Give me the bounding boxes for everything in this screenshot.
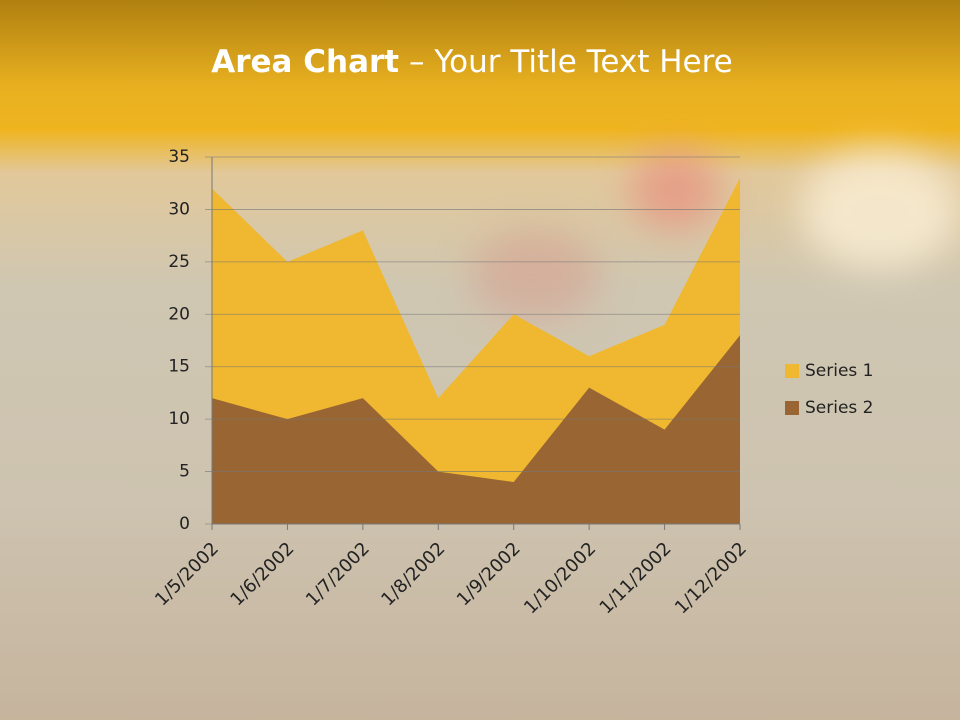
y-tick-label: 5: [179, 462, 190, 482]
slide-title: Area Chart – Your Title Text Here: [211, 44, 732, 80]
x-tick-label: 1/9/2002: [453, 538, 525, 610]
x-tick-label: 1/6/2002: [226, 538, 298, 610]
bokeh: [630, 150, 720, 230]
area: [212, 335, 740, 524]
y-tick-label: 30: [168, 199, 190, 219]
y-tick-label: 20: [168, 304, 190, 324]
title-rest: – Your Title Text Here: [409, 44, 733, 80]
title-bold: Area Chart: [211, 44, 399, 80]
legend-label: Series 1: [805, 361, 874, 381]
y-tick-label: 15: [168, 357, 190, 377]
x-tick-label: 1/8/2002: [377, 538, 449, 610]
x-tick-label: 1/10/2002: [520, 538, 600, 618]
x-tick-label: 1/7/2002: [302, 538, 374, 610]
x-tick-label: 1/5/2002: [151, 538, 223, 610]
y-tick-label: 10: [168, 409, 190, 429]
legend-swatch: [785, 401, 799, 415]
y-tick-label: 25: [168, 252, 190, 272]
x-tick-label: 1/12/2002: [671, 538, 751, 618]
legend-swatch: [785, 364, 799, 378]
y-tick-label: 35: [168, 147, 190, 167]
sparkler-glow: [800, 150, 960, 270]
x-tick-label: 1/11/2002: [596, 538, 676, 618]
legend-label: Series 2: [805, 398, 874, 418]
y-tick-label: 0: [179, 514, 190, 534]
bokeh: [470, 230, 600, 320]
